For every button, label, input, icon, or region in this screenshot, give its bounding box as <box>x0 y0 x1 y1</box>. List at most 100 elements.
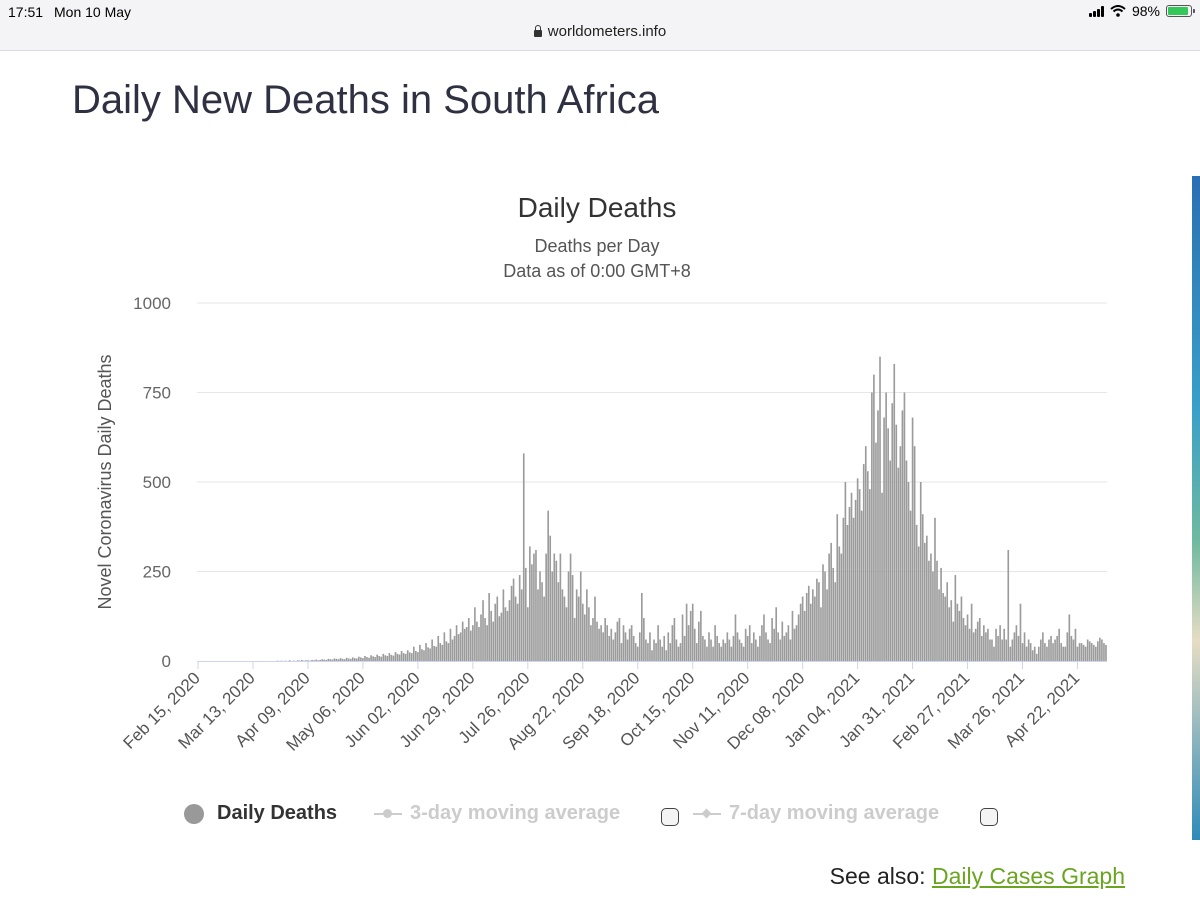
bar <box>1027 639 1030 661</box>
bar <box>406 650 409 661</box>
bar <box>797 614 800 661</box>
bar <box>828 553 830 661</box>
bar <box>893 363 896 661</box>
bar <box>714 625 716 661</box>
bar <box>360 657 362 661</box>
daily-cases-graph-link[interactable]: Daily Cases Graph <box>931 863 1125 889</box>
bar <box>321 659 324 661</box>
bar <box>547 510 549 661</box>
bar <box>441 644 444 661</box>
bar <box>681 614 684 661</box>
bar <box>771 618 773 661</box>
bar <box>372 656 374 661</box>
bar <box>905 460 908 661</box>
bar <box>919 482 922 661</box>
bar <box>803 610 806 661</box>
bar <box>964 625 967 661</box>
bar <box>1088 641 1091 661</box>
legend-3-day-average[interactable]: 3-day moving average <box>374 802 620 825</box>
bar <box>1052 643 1054 661</box>
bar <box>319 659 321 661</box>
bar <box>897 467 900 661</box>
bar <box>384 655 387 661</box>
chart-title: Daily Deaths <box>518 192 677 223</box>
bar <box>559 553 562 661</box>
bar <box>1094 646 1097 661</box>
bar <box>502 589 505 661</box>
bar <box>781 621 784 661</box>
bar <box>722 639 725 661</box>
bar <box>706 646 708 661</box>
bar <box>408 652 411 661</box>
bar <box>1054 639 1056 661</box>
checkbox-3-day-average[interactable] <box>661 808 679 826</box>
legend-3-day-label: 3-day moving average <box>410 802 621 824</box>
bar <box>842 517 845 661</box>
bar <box>718 643 720 661</box>
legend-7-day-average[interactable]: 7-day moving average <box>693 802 939 825</box>
bar <box>840 553 843 661</box>
bar <box>710 639 712 661</box>
bar <box>985 632 987 661</box>
bar <box>366 657 368 661</box>
bar <box>561 589 564 661</box>
bar <box>579 571 582 661</box>
bar <box>846 524 849 661</box>
bar <box>816 578 818 661</box>
bar <box>1101 639 1103 661</box>
bar <box>913 446 916 661</box>
bar <box>647 643 649 661</box>
bar <box>761 625 763 661</box>
legend-daily-deaths[interactable]: Daily Deaths <box>184 802 337 825</box>
bar <box>527 607 529 661</box>
bar <box>476 621 478 661</box>
bar <box>755 639 757 661</box>
checkbox-7-day-average[interactable] <box>980 808 998 826</box>
bar <box>915 524 918 661</box>
bar <box>622 625 625 661</box>
bar <box>1086 639 1089 661</box>
bar <box>899 446 902 661</box>
bar <box>850 492 853 661</box>
bar <box>1076 646 1079 661</box>
status-indicators: 98% <box>1088 3 1195 19</box>
bar <box>746 635 749 661</box>
bar <box>1023 632 1026 661</box>
bar <box>510 585 513 661</box>
bar <box>376 654 378 661</box>
bar <box>991 639 993 661</box>
bar <box>618 618 621 661</box>
bar <box>472 625 474 661</box>
bar <box>347 658 350 661</box>
bar <box>374 657 376 661</box>
bar <box>873 374 875 661</box>
bar <box>508 600 511 661</box>
bar <box>740 643 743 661</box>
bar <box>390 654 393 661</box>
bar <box>329 659 332 661</box>
bar <box>783 635 786 661</box>
bar <box>563 596 566 661</box>
bar <box>317 660 319 661</box>
bar <box>807 585 810 661</box>
bar <box>482 600 484 661</box>
bar <box>343 659 346 661</box>
ad-image-edge <box>1192 176 1200 840</box>
bar <box>763 614 765 661</box>
bar <box>936 560 938 661</box>
bar <box>537 589 539 661</box>
bar <box>942 592 944 661</box>
bar <box>435 646 438 661</box>
bar <box>744 628 747 661</box>
bar <box>358 656 360 661</box>
bar <box>997 635 999 661</box>
bar <box>488 592 490 661</box>
address-bar[interactable]: worldometers.info <box>0 23 1200 40</box>
bar <box>726 632 729 661</box>
bar <box>535 550 537 661</box>
bar <box>970 603 973 661</box>
bar <box>917 546 920 661</box>
bar <box>604 618 606 661</box>
bar <box>541 582 543 661</box>
